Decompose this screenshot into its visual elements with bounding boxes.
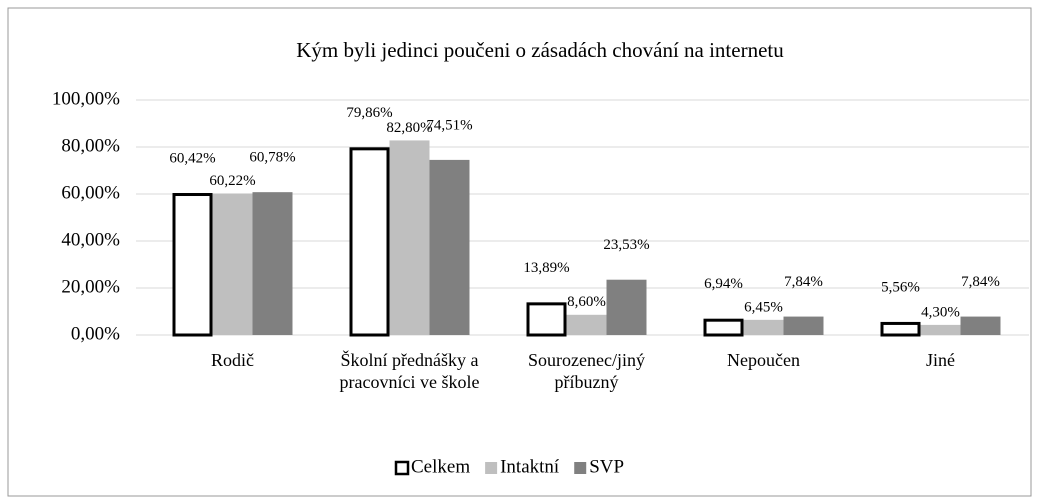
x-tick-label: Jiné	[926, 350, 955, 370]
legend-swatch	[485, 462, 498, 474]
data-label: 6,94%	[704, 276, 743, 292]
bar	[389, 140, 430, 335]
data-label: 7,84%	[784, 274, 823, 290]
legend-label: Celkem	[411, 456, 470, 477]
bar	[920, 324, 961, 335]
bar	[526, 302, 567, 337]
bar	[212, 193, 253, 335]
data-label: 60,42%	[169, 150, 215, 166]
data-label: 74,51%	[426, 117, 472, 133]
data-label: 6,45%	[744, 299, 783, 315]
legend-swatch	[574, 462, 587, 474]
bar	[960, 316, 1001, 335]
legend-label: Intaktní	[500, 456, 560, 477]
bar	[703, 318, 744, 337]
y-tick-label: 80,00%	[61, 135, 120, 156]
bar	[606, 279, 647, 335]
bar	[880, 321, 921, 337]
data-label: 5,56%	[881, 279, 920, 295]
bar	[252, 192, 293, 335]
data-label: 79,86%	[346, 105, 392, 121]
y-tick-label: 60,00%	[61, 182, 120, 203]
y-tick-label: 100,00%	[52, 88, 120, 109]
data-label: 4,30%	[921, 304, 960, 320]
x-tick-label: Sourozenec/jiný příbuzný	[528, 350, 645, 392]
x-tick-label: Školní přednášky a pracovníci ve škole	[339, 350, 480, 392]
data-label: 82,80%	[386, 120, 432, 136]
data-label: 60,22%	[209, 173, 255, 189]
chart-border	[7, 7, 1032, 497]
legend-label: SVP	[589, 456, 624, 477]
data-label: 7,84%	[961, 274, 1000, 290]
data-label: 13,89%	[523, 260, 569, 276]
bar	[429, 159, 470, 335]
legend-swatch	[394, 460, 410, 476]
bar	[743, 319, 784, 335]
bar	[172, 193, 213, 337]
data-label: 23,53%	[603, 237, 649, 253]
y-tick-label: 0,00%	[71, 323, 120, 344]
data-label: 8,60%	[567, 294, 606, 310]
chart-title: Kým byli jedinci poučeni o zásadách chov…	[296, 38, 784, 62]
bar	[783, 316, 824, 335]
y-tick-label: 20,00%	[61, 276, 120, 297]
bar	[349, 147, 390, 337]
bar	[566, 314, 607, 335]
y-tick-label: 40,00%	[61, 229, 120, 250]
data-label: 60,78%	[249, 150, 295, 166]
x-tick-label: Nepoučen	[727, 350, 800, 370]
x-tick-label: Rodič	[211, 350, 254, 370]
